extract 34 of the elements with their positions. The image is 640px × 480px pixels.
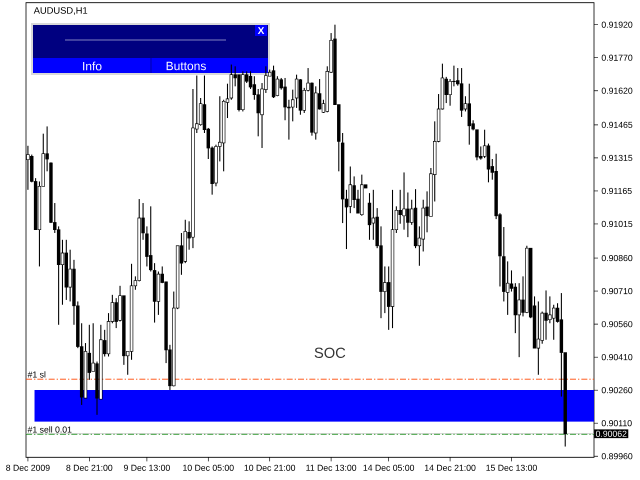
x-tick-label: 10 Dec 05:00 [183,464,234,471]
annotation: X [258,27,264,34]
y-tick-label: 0.91770 [602,54,632,61]
annotation: SOC [314,348,346,358]
y-tick-label: 0.90260 [602,387,632,394]
annotation: Buttons [166,62,206,70]
x-tick-label: 8 Dec 21:00 [66,464,112,471]
ref-line-label: #1 sl [28,371,46,378]
y-tick-label: 0.90710 [602,288,632,294]
x-tick-label: 8 Dec 2009 [6,464,50,471]
y-tick-label: 0.89960 [602,453,632,460]
y-tick-label: 0.91620 [602,88,632,94]
x-tick-label: 11 Dec 13:00 [306,464,356,471]
candlestick [536,300,540,376]
candlestick [68,249,72,302]
y-tick-label: 0.90410 [602,354,632,360]
ref-line-label: #1 sell 0.01 [28,426,72,433]
x-tick-label: 14 Dec 05:00 [364,464,414,471]
x-tick-label: 15 Dec 13:00 [486,464,537,471]
x-tick-label: 14 Dec 21:00 [424,464,476,471]
x-tick-label: 10 Dec 21:00 [244,464,296,471]
ref-line-label: 0.90062 [596,430,626,437]
y-tick-label: 0.91315 [602,154,632,161]
y-tick-label: 0.91015 [602,220,632,228]
chart-title: AUDUSD,H1 [34,7,88,15]
y-tick-label: 0.91920 [602,22,632,28]
y-tick-label: 0.91165 [602,188,632,194]
x-tick-label: 9 Dec 13:00 [124,464,170,471]
y-tick-label: 0.90110 [602,420,632,426]
y-tick-label: 0.91465 [602,122,632,128]
y-tick-label: 0.90560 [602,321,632,328]
y-tick-label: 0.90860 [602,255,632,262]
candlestick [468,83,471,146]
annotation: Info [83,62,102,70]
